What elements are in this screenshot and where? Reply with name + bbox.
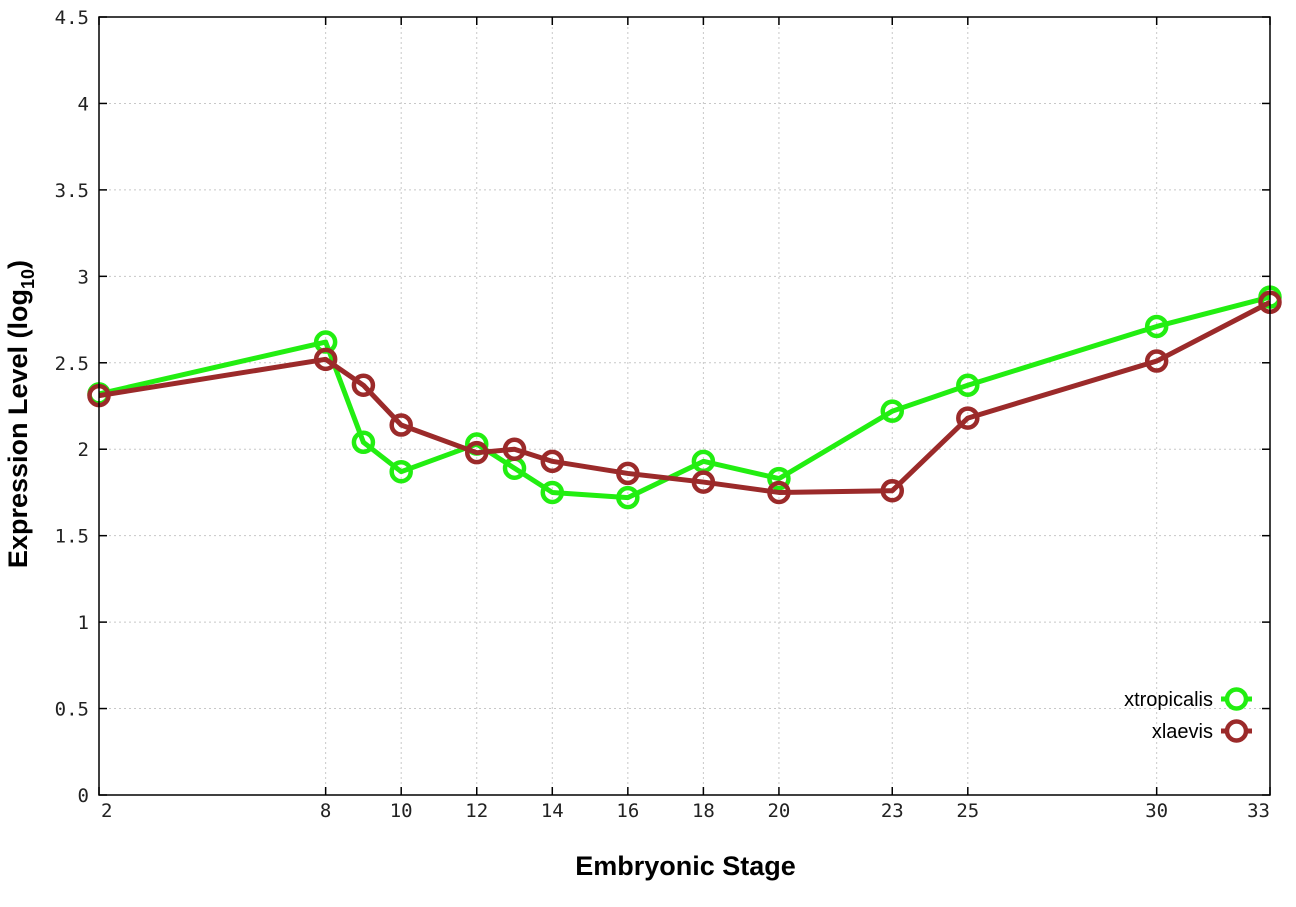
data-point-xtropicalis: [540, 480, 565, 505]
data-point-xlaevis: [464, 440, 489, 465]
x-tick-label: 8: [320, 800, 331, 822]
legend: xtropicalis xlaevis: [1124, 687, 1252, 743]
data-point-xlaevis: [691, 470, 716, 494]
plot-frame: [98, 16, 1271, 796]
data-point-xlaevis: [880, 478, 905, 503]
data-point-xtropicalis: [616, 485, 640, 510]
series-line-xlaevis: [98, 300, 1272, 495]
y-axis-title-main: Expression Level (log: [3, 289, 33, 568]
data-point-xlaevis: [540, 449, 565, 474]
data-point-xlaevis: [351, 373, 376, 398]
x-tick-label: 23: [881, 800, 904, 822]
x-axis-title: Embryonic Stage: [575, 851, 796, 881]
legend-label: xlaevis: [1152, 721, 1213, 743]
data-point-xtropicalis: [389, 459, 413, 484]
data-point-xtropicalis: [691, 449, 716, 474]
x-tick-label: 25: [956, 800, 979, 822]
legend-item-xtropicalis: xtropicalis: [1124, 687, 1252, 711]
x-tick-label: 2: [101, 800, 112, 822]
svg-text:Expression Level (log10): Expression Level (log10): [3, 260, 38, 568]
y-axis-title: Expression Level (log10): [3, 260, 38, 568]
x-tick-label: 16: [616, 800, 639, 822]
y-tick-label: 3.5: [55, 180, 89, 202]
y-axis-tick-labels: 0 0.5 1 1.5 2 2.5 3 3.5 4 4.5: [55, 7, 89, 807]
x-tick-label: 20: [767, 800, 790, 822]
x-axis-tick-labels: 2 8 10 12 14 16 18 20 23 25 30 33: [101, 800, 1270, 822]
x-tick-label: 18: [692, 800, 715, 822]
data-point-xtropicalis: [351, 430, 376, 455]
y-tick-label: 1.5: [55, 526, 89, 548]
x-tick-label: 10: [390, 800, 413, 822]
x-tick-label: 30: [1145, 800, 1168, 822]
data-point-xlaevis: [956, 406, 980, 430]
x-tick-label: 33: [1247, 800, 1270, 822]
axis-ticks: [98, 16, 1271, 796]
y-axis-title-suffix: ): [3, 260, 33, 269]
grid-lines: [99, 17, 1270, 795]
data-point-xlaevis: [502, 437, 527, 461]
series-xlaevis: [87, 290, 1282, 505]
y-tick-label: 4.5: [55, 7, 89, 29]
series-xtropicalis: [87, 285, 1282, 510]
y-tick-label: 2.5: [55, 353, 89, 375]
y-axis-title-subscript: 10: [18, 269, 38, 289]
x-tick-label: 14: [541, 800, 564, 822]
legend-item-xlaevis: xlaevis: [1152, 719, 1252, 743]
y-tick-label: 4: [78, 93, 89, 115]
series-line-xtropicalis: [98, 294, 1271, 501]
data-point-xtropicalis: [767, 466, 791, 491]
x-tick-label: 12: [465, 800, 488, 822]
data-point-xlaevis: [767, 480, 791, 505]
data-point-xlaevis: [313, 347, 338, 372]
legend-label: xtropicalis: [1124, 689, 1213, 711]
data-point-xtropicalis: [1144, 314, 1169, 339]
y-tick-label: 0.5: [55, 699, 89, 721]
data-point-xtropicalis: [880, 399, 905, 423]
legend-marker-sample: [1224, 687, 1249, 711]
data-point-xlaevis: [616, 461, 640, 486]
y-tick-label: 3: [78, 266, 89, 288]
y-tick-label: 0: [78, 785, 89, 807]
data-point-xlaevis: [389, 413, 413, 437]
series-layer: [87, 285, 1282, 510]
data-point-xtropicalis: [956, 373, 980, 398]
y-tick-label: 2: [78, 439, 89, 461]
y-tick-label: 1: [78, 612, 89, 634]
legend-marker-sample: [1224, 719, 1249, 743]
data-point-xlaevis: [1144, 349, 1169, 373]
data-point-xtropicalis: [502, 456, 527, 480]
